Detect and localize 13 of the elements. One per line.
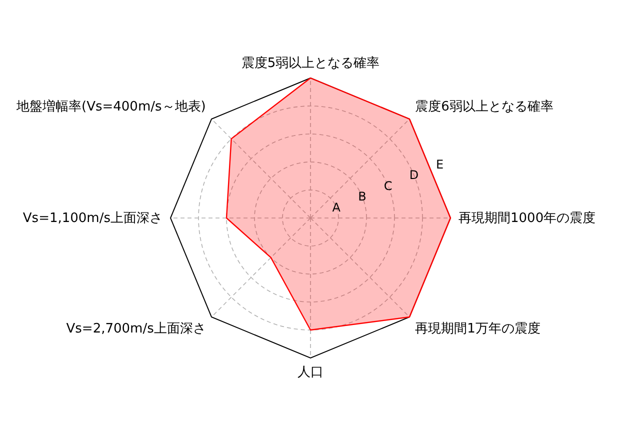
y-tick-label: D xyxy=(409,168,419,182)
spoke-label: 再現期間1万年の震度 xyxy=(415,320,540,337)
spoke-label: 震度5弱以上となる確率 xyxy=(241,55,380,71)
spoke-label: 地盤増幅率(Vs=400m/s～地表) xyxy=(16,98,206,114)
y-tick-label: B xyxy=(358,190,366,204)
spoke-label: Vs=2,700m/s上面深さ xyxy=(66,322,206,337)
spoke-label: Vs=1,100m/s上面深さ xyxy=(22,211,162,226)
spoke-label: 震度6弱以上となる確率 xyxy=(415,98,554,114)
y-tick-label: C xyxy=(384,178,392,193)
y-tick-label: A xyxy=(332,200,342,214)
spoke-label: 再現期間1000年の震度 xyxy=(458,210,596,226)
y-tick-label: E xyxy=(436,157,444,172)
spoke-label: 人口 xyxy=(298,365,324,380)
